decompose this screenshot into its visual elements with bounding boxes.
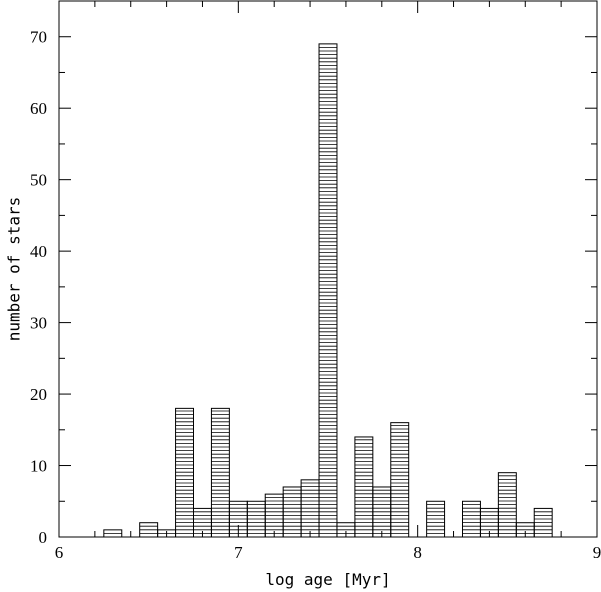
histogram-bar-18 [426,500,446,538]
bar-outline [175,407,194,538]
histogram-bar-2 [139,522,159,538]
histogram-bar-24 [533,507,553,538]
y-tick-label: 30 [30,314,47,333]
x-axis-label: log age [Myr] [265,570,390,589]
ticks-layer: 6 7 8 9 0 10 20 30 40 50 60 70 [30,1,601,562]
histogram-bar-8 [246,500,266,538]
histogram-bar-15 [372,486,392,538]
histogram-bar-20 [462,500,481,538]
y-axis-label: number of stars [5,197,24,342]
histogram-bar-10 [282,486,302,538]
y-tick-label: 20 [30,385,47,404]
bar-outline [210,407,230,538]
y-tick-label: 50 [30,171,47,190]
y-tick-label: 0 [39,528,48,547]
plot-frame [58,0,598,538]
histogram-bar-16 [390,422,410,538]
y-tick-label: 60 [30,99,47,118]
bars-layer [103,43,553,538]
x-tick-label: 6 [55,543,64,562]
histogram-bar-0 [103,529,123,538]
histogram-bar-14 [354,436,374,538]
histogram-bar-22 [497,472,517,538]
histogram-bar-12 [318,43,338,538]
histogram-bar-4 [175,407,194,538]
x-tick-label: 8 [413,543,422,562]
y-tick-label: 70 [30,28,47,47]
bar-outline [318,43,338,538]
histogram-bar-9 [264,493,284,538]
y-tick-label: 40 [30,242,47,261]
y-tick-label: 10 [30,457,47,476]
histogram-bar-6 [210,407,230,538]
x-tick-label: 9 [593,543,601,562]
histogram-bar-11 [300,479,320,538]
x-tick-label: 7 [234,543,243,562]
